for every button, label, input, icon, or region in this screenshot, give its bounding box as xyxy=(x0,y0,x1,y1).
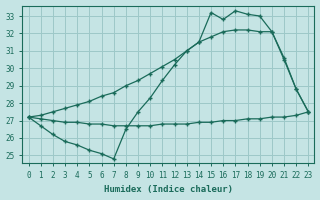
X-axis label: Humidex (Indice chaleur): Humidex (Indice chaleur) xyxy=(104,185,233,194)
